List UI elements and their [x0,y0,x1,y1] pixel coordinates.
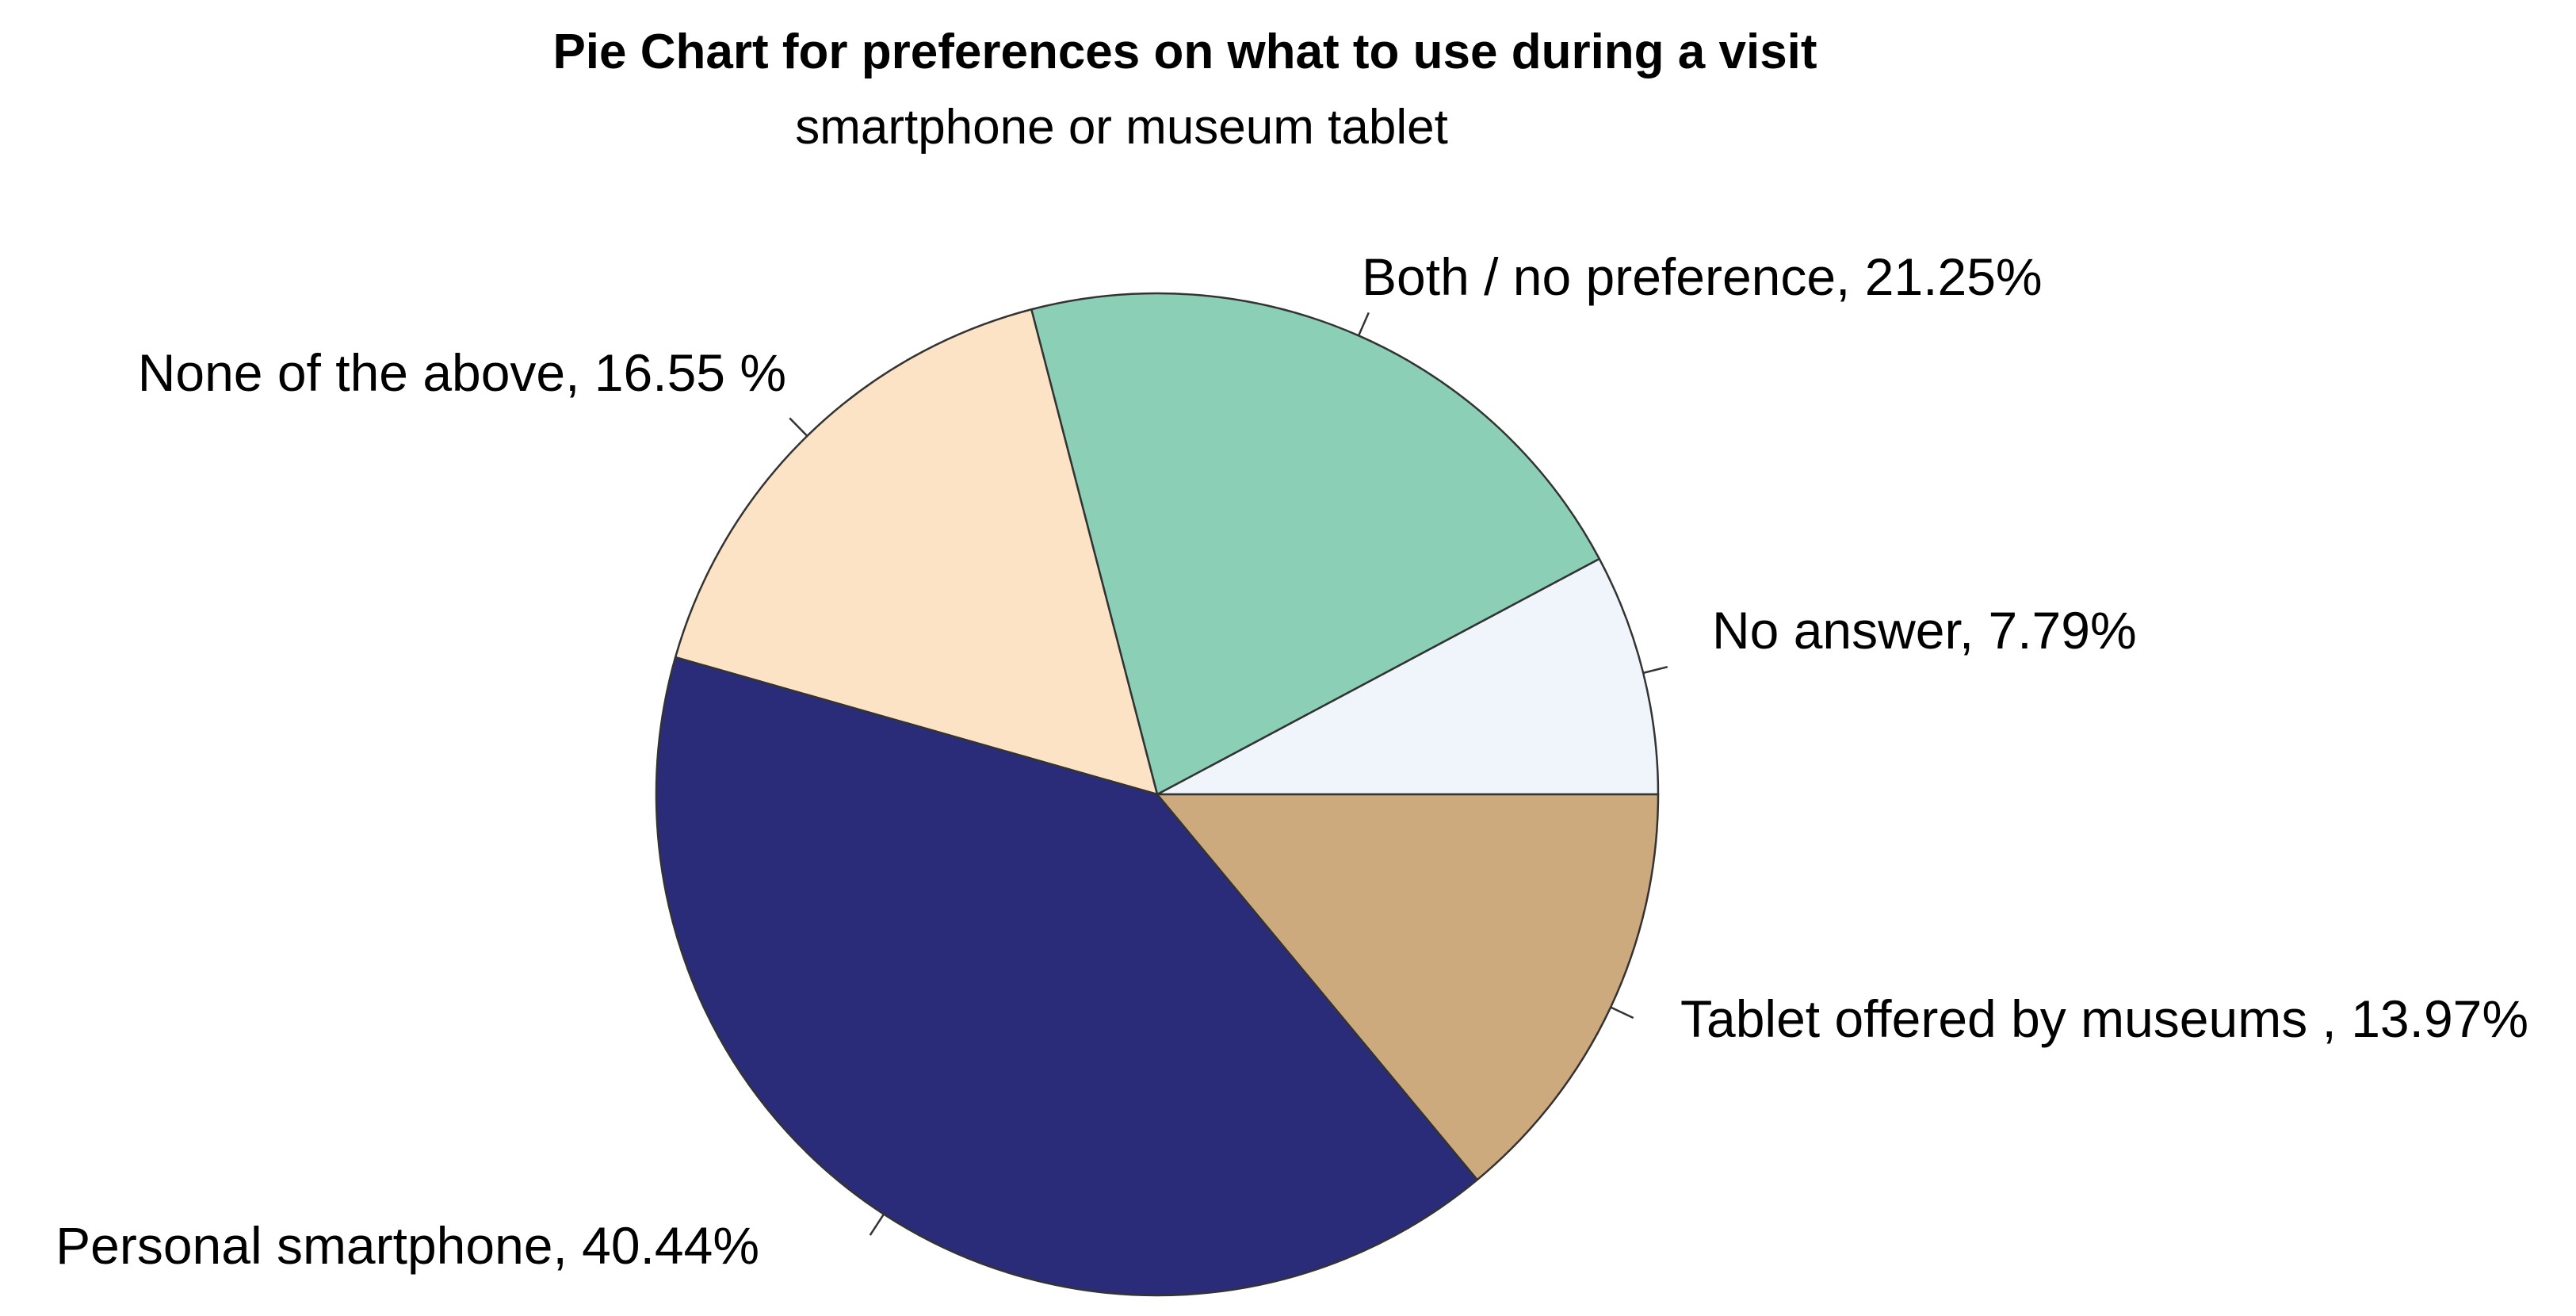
leader-line-3 [789,417,808,437]
chart-subtitle: smartphone or museum tablet [795,100,1448,155]
chart-title: Pie Chart for preferences on what to use… [552,25,1817,79]
leader-line-4 [869,1213,885,1236]
slice-label-3: None of the above, 16.55 % [138,343,786,402]
slice-labels: No answer, 7.79% Both / no preference, 21… [55,247,2528,1275]
leader-line-2 [1357,312,1370,336]
slice-label-2: Both / no preference, 21.25% [1362,247,2043,306]
pie-slice-2 [1030,292,1601,796]
pie-slices [655,292,1660,1297]
leader-line-5 [1610,1006,1634,1020]
leader-lines [789,312,1668,1236]
slice-label-5: Tablet offered by museums , 13.97% [1680,989,2528,1048]
slice-label-4: Personal smartphone, 40.44% [55,1216,759,1275]
pie-slice-4 [655,656,1479,1297]
pie-slice-5 [1156,793,1660,1181]
slice-label-1: No answer, 7.79% [1712,601,2137,660]
leader-line-1 [1642,666,1668,675]
pie-slice-1 [1156,557,1660,796]
